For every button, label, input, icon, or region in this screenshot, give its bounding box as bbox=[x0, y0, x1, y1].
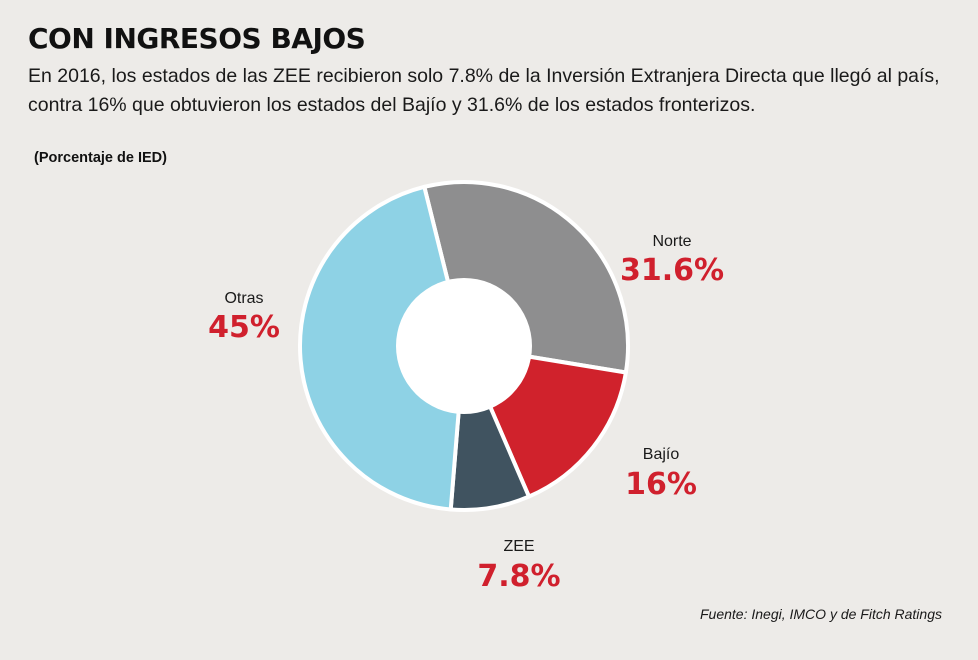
label-norte: Norte 31.6% bbox=[620, 233, 724, 288]
unit-label: (Porcentaje de IED) bbox=[34, 150, 167, 166]
slice-otras bbox=[298, 184, 466, 512]
slice-label-norte: Norte bbox=[652, 233, 691, 250]
data-label-otras: 45% bbox=[208, 310, 280, 345]
data-label-bajio: 16% bbox=[625, 467, 697, 502]
data-label-zee: 7.8% bbox=[477, 559, 560, 594]
donut-hole bbox=[396, 278, 532, 414]
subtitle-line-1: En 2016, los estados de las ZEE recibier… bbox=[28, 65, 940, 87]
label-bajio: Bajío 16% bbox=[625, 446, 697, 502]
data-label-norte: 31.6% bbox=[620, 253, 724, 288]
source-note: Fuente: Inegi, IMCO y de Fitch Ratings bbox=[700, 606, 942, 622]
slice-label-zee: ZEE bbox=[503, 538, 534, 555]
label-otras: Otras 45% bbox=[208, 290, 280, 345]
label-zee: ZEE 7.8% bbox=[477, 538, 560, 594]
subtitle-line-2: contra 16% que obtuvieron los estados de… bbox=[28, 94, 756, 116]
chart-subtitle: En 2016, los estados de las ZEE recibier… bbox=[28, 62, 958, 120]
slice-label-otras: Otras bbox=[224, 290, 263, 307]
slice-label-bajio: Bajío bbox=[643, 446, 680, 463]
chart-title: CON INGRESOS BAJOS bbox=[28, 22, 366, 55]
